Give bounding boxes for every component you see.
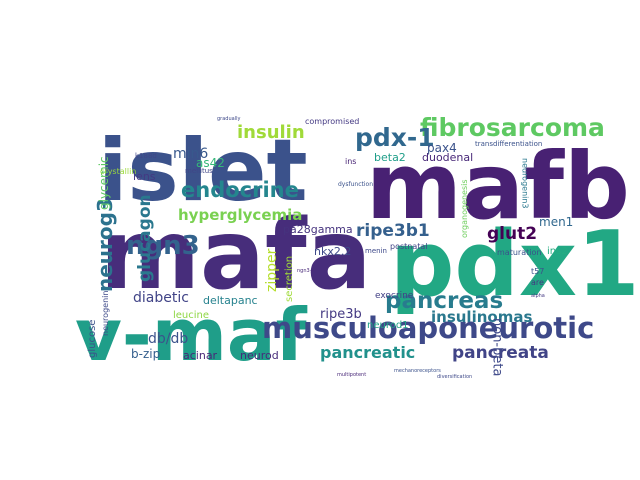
- word-zipper: zipper: [264, 248, 280, 292]
- word-as42: as42: [196, 156, 225, 170]
- word-neurod1: neurod1: [367, 320, 409, 331]
- word-hyperglycemia: hyperglycemia: [178, 206, 302, 224]
- word-mellitus: mellitus: [185, 167, 213, 175]
- word-insulin: insulin: [237, 122, 305, 143]
- word-glucose: glucose: [87, 320, 98, 358]
- word-pdx1: pdx1: [390, 212, 640, 317]
- word-mafb: mafb: [366, 133, 630, 240]
- word-pdx-1: pdx-1: [355, 123, 435, 152]
- word-non-beta: non-beta: [490, 318, 505, 376]
- word-neurod: neurod: [240, 349, 279, 362]
- word-neurog3: neurog3: [93, 198, 117, 292]
- word-b-zip: b-zip: [131, 347, 160, 361]
- word-islet: islet: [98, 121, 308, 221]
- word-beta2: beta2: [374, 151, 406, 164]
- word-menin: menin: [365, 247, 387, 255]
- word-k188d: k188d: [135, 152, 157, 160]
- word-endocrine: endocrine: [181, 178, 299, 202]
- word-deltapanc: deltapanc: [203, 294, 258, 307]
- word-dysfunction: dysfunction: [338, 181, 373, 188]
- word-t57: t57: [531, 267, 544, 276]
- word-pancreata: pancreata: [452, 343, 549, 363]
- word-pax4: pax4: [427, 141, 457, 155]
- word-exocrine: exocrine: [375, 291, 414, 301]
- word-ins: ins: [345, 157, 356, 166]
- word-are: are: [531, 278, 544, 287]
- word-musculoaponeurotic: musculoaponeurotic: [262, 311, 594, 345]
- word-glucagon: glucagon: [135, 194, 155, 282]
- word-ngn3: ngn3: [126, 231, 200, 261]
- word-multipotent: multipotent: [337, 372, 366, 378]
- word-v-maf: v-maf: [75, 293, 307, 377]
- word-leucine: leucine: [173, 310, 209, 321]
- word-men1: men1: [539, 215, 573, 229]
- word-diversification: diversification: [437, 374, 472, 380]
- word-pancreas: pancreas: [385, 288, 503, 314]
- word-organogenesis: organogenesis: [460, 179, 469, 238]
- word-transdifferentiation: transdifferentiation: [475, 140, 542, 148]
- word-duodenal: duodenal: [422, 151, 473, 164]
- word-glut2: glut2: [487, 224, 537, 244]
- word-db-db: db/db: [148, 331, 188, 347]
- word-nkx2-2: nkx2.2: [314, 245, 351, 258]
- word-gradually: gradually: [217, 116, 240, 122]
- word-postnatal: postnatal: [390, 242, 428, 251]
- word-ripe3b1: ripe3b1: [356, 221, 430, 241]
- word-maturation: maturation: [497, 248, 541, 257]
- word-alpha: alpha: [531, 293, 545, 299]
- word-pa28gamma: pa28gamma: [283, 223, 353, 236]
- word-mafa: mafa: [100, 199, 371, 311]
- word-neurogenin: neurogenin: [101, 291, 110, 336]
- word-pancreatic: pancreatic: [320, 343, 415, 362]
- word-compromised: compromised: [305, 117, 359, 126]
- word-ripe3b: ripe3b: [320, 307, 362, 322]
- word-glycemic: glycemic: [97, 156, 111, 210]
- word-mechanoreceptors: mechanoreceptors: [394, 368, 441, 374]
- word-insulinomas: insulinomas: [431, 308, 532, 326]
- word-fibrosarcoma: fibrosarcoma: [420, 113, 605, 142]
- word-ngn3-plus: ngn3+: [297, 268, 314, 274]
- word-diabetic: diabetic: [133, 290, 189, 306]
- word-min6: min6: [173, 146, 208, 162]
- word-crystallin: crystallin: [100, 167, 136, 176]
- word-acinar: acinar: [183, 349, 218, 362]
- word-secretion: secretion: [284, 256, 295, 302]
- word-lens: lens: [133, 170, 156, 183]
- word-neurogenin3: neurogenin3: [521, 158, 530, 209]
- word-ins2: ins2: [547, 246, 568, 257]
